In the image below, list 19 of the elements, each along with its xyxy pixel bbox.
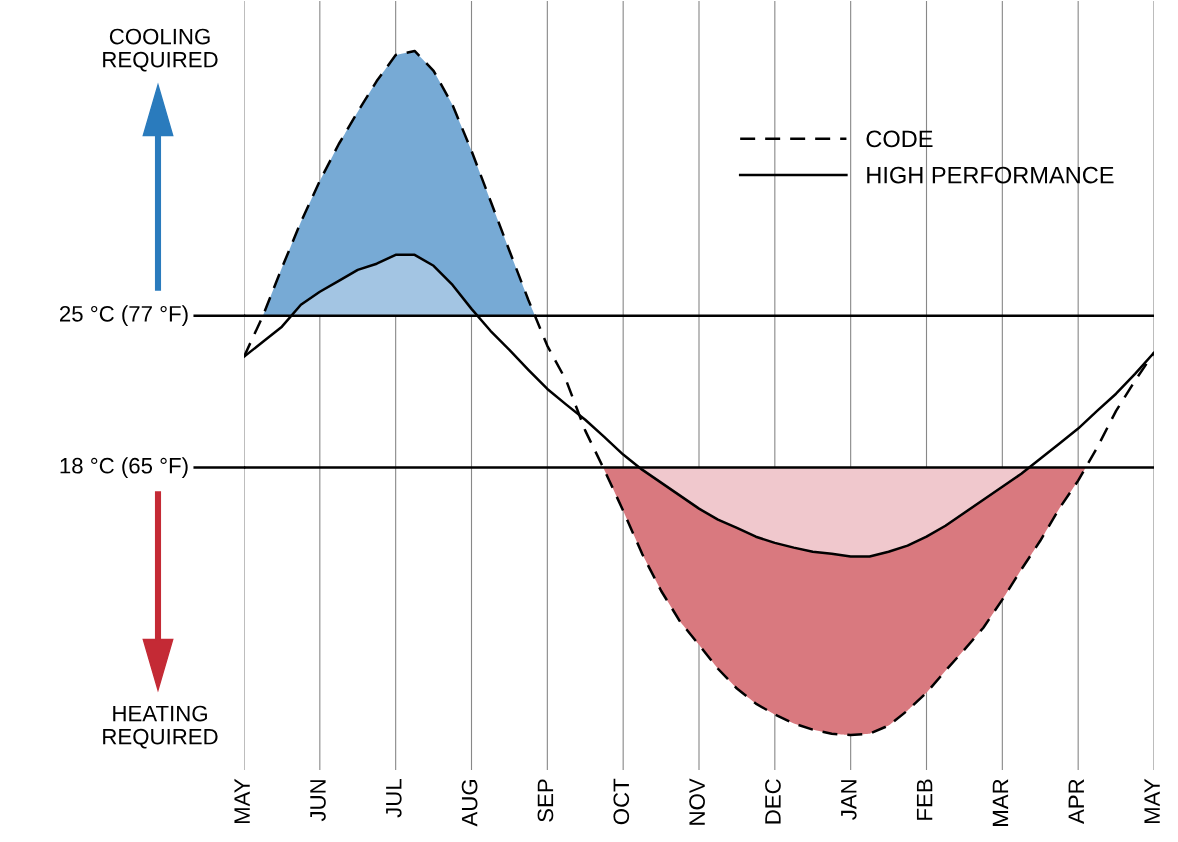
x-tick-label: JAN bbox=[841, 780, 857, 820]
legend-label: CODE bbox=[866, 130, 933, 148]
ref-line-label: 25 °C (77 °F) bbox=[60, 305, 188, 327]
ref-line-label: 18 °C (65 °F) bbox=[60, 457, 188, 478]
text: HEATING REQUIRED bbox=[103, 705, 218, 749]
legend-label: HIGH PERFORMANCE bbox=[867, 166, 1114, 184]
x-tick-label: SEP bbox=[537, 779, 554, 822]
x-tick-label: AUG bbox=[461, 779, 478, 827]
x-tick-label: MAR bbox=[992, 779, 1009, 826]
x-tick-label: OCT bbox=[613, 778, 630, 825]
x-tick-label: NOV bbox=[689, 778, 705, 825]
text: COOLING REQUIRED bbox=[103, 28, 218, 72]
x-tick-label: JUL bbox=[386, 779, 402, 818]
x-tick-label: APR bbox=[1068, 779, 1084, 824]
x-tick-label: MAY bbox=[1144, 778, 1160, 824]
x-tick-label: JUN bbox=[310, 780, 326, 822]
x-tick-label: FEB bbox=[916, 779, 933, 820]
x-tick-label: MAY bbox=[234, 778, 250, 824]
x-tick-label: DEC bbox=[765, 779, 781, 824]
